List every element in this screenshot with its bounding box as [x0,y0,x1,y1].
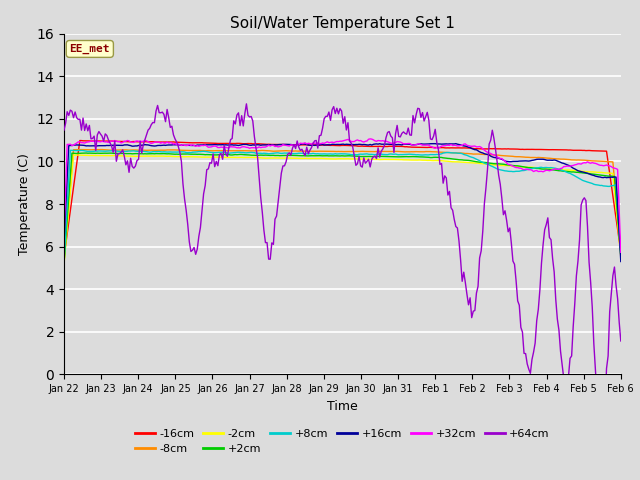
Y-axis label: Temperature (C): Temperature (C) [18,153,31,255]
Legend: -16cm, -8cm, -2cm, +2cm, +8cm, +16cm, +32cm, +64cm: -16cm, -8cm, -2cm, +2cm, +8cm, +16cm, +3… [131,424,554,459]
Text: EE_met: EE_met [70,44,110,54]
Title: Soil/Water Temperature Set 1: Soil/Water Temperature Set 1 [230,16,455,31]
X-axis label: Time: Time [327,400,358,413]
